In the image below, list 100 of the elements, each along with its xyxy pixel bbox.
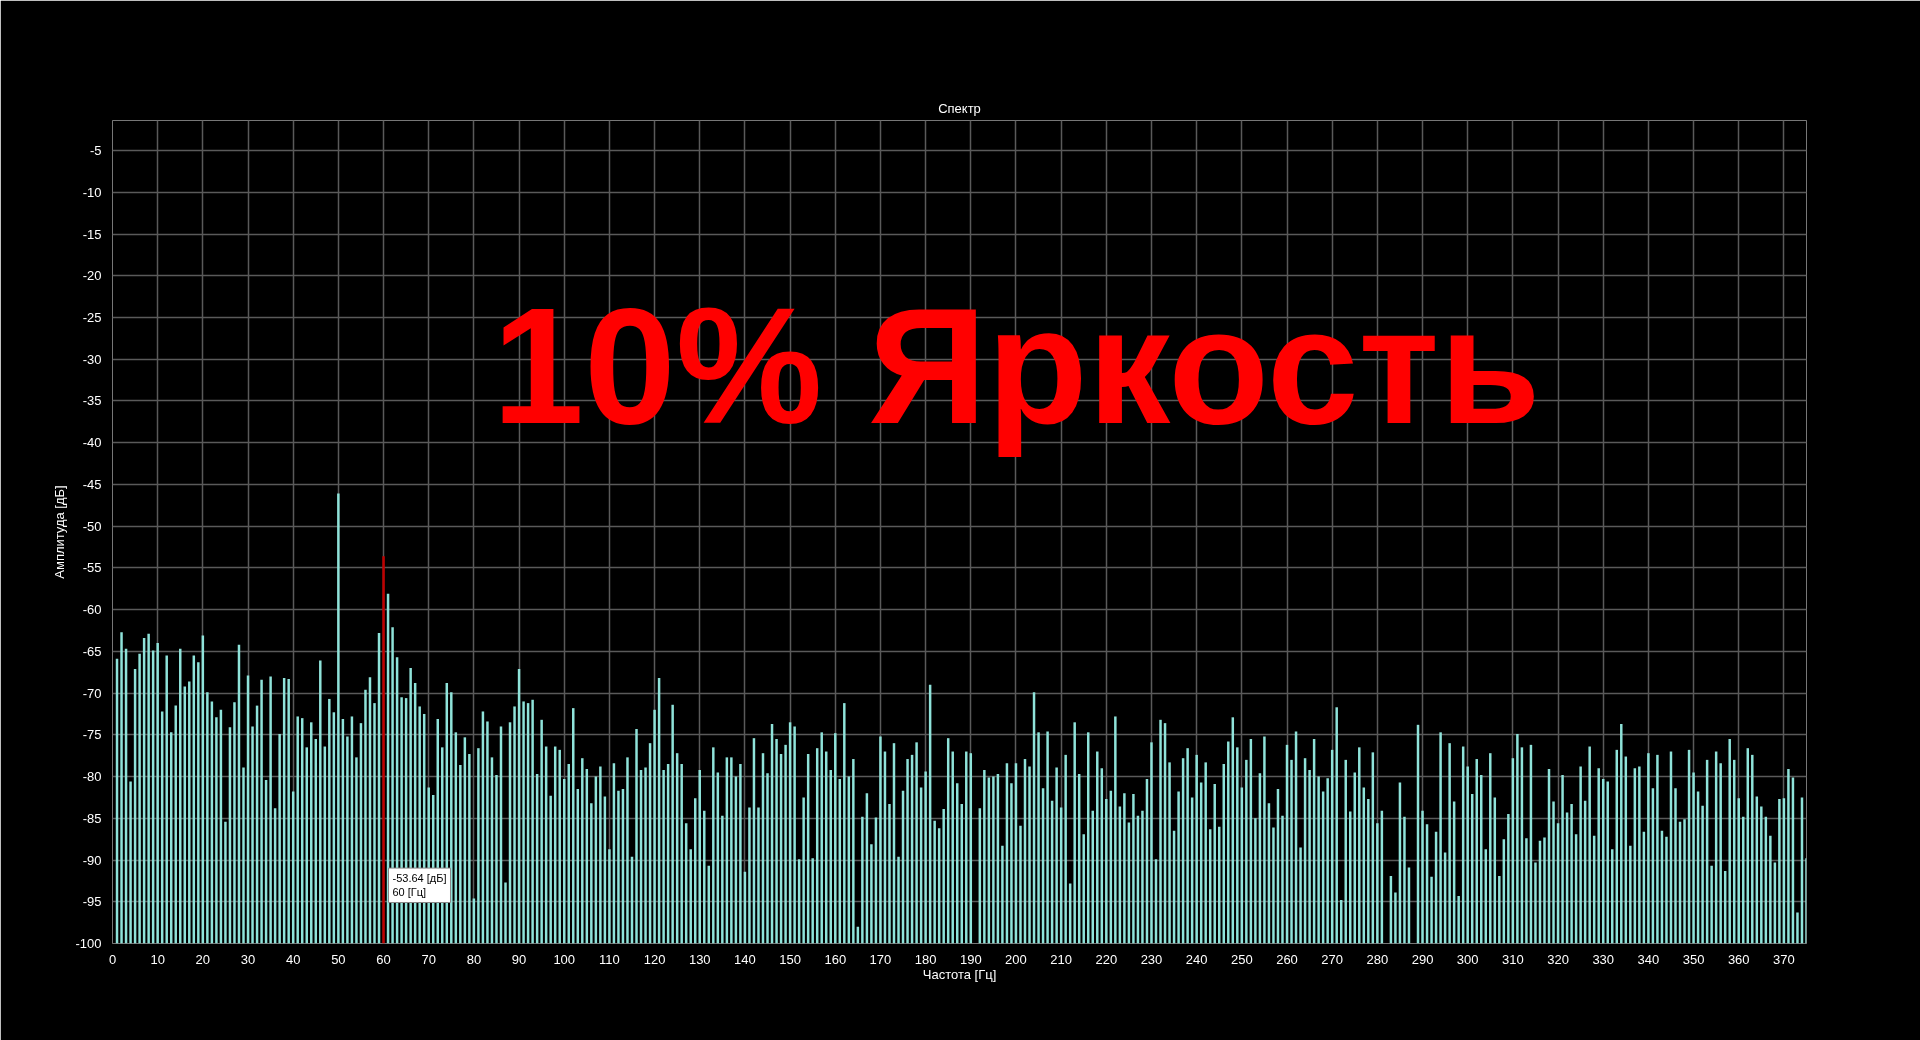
bar <box>662 769 665 944</box>
y-tick-label: -30 <box>82 351 102 367</box>
x-tick-label: 320 <box>1547 951 1569 967</box>
bar <box>1719 763 1722 944</box>
bar <box>197 662 200 944</box>
bar <box>319 660 322 944</box>
bar <box>1534 862 1537 944</box>
bar <box>1489 753 1492 944</box>
y-axis-title: Амплитуда [дБ] <box>52 485 68 579</box>
bar <box>1001 845 1004 944</box>
bar <box>861 816 864 944</box>
bar <box>915 742 918 944</box>
bar <box>802 797 805 944</box>
bar <box>635 728 638 944</box>
bar <box>834 733 837 944</box>
bar <box>1760 806 1763 944</box>
bar <box>1475 759 1478 944</box>
x-tick-label: 20 <box>195 951 211 967</box>
y-tick-label: -25 <box>82 309 102 325</box>
x-tick-label: 110 <box>599 951 620 967</box>
y-tick-label: -60 <box>82 602 102 618</box>
bar <box>793 726 796 944</box>
bar <box>1394 892 1397 944</box>
x-tick-label: 240 <box>1185 951 1208 967</box>
bar <box>653 709 656 944</box>
bar <box>933 820 936 944</box>
bar <box>450 692 453 944</box>
y-tick-label: -75 <box>82 727 102 743</box>
bar <box>843 703 846 944</box>
x-tick-label: 210 <box>1050 951 1072 967</box>
x-tick-label: 140 <box>734 951 756 967</box>
bar <box>626 757 629 944</box>
bar <box>757 807 760 944</box>
bar <box>1254 818 1257 944</box>
bar <box>346 736 349 944</box>
bar <box>522 701 525 944</box>
x-tick-label: 40 <box>285 951 301 967</box>
bar <box>1123 793 1126 944</box>
bar <box>129 781 132 944</box>
bar <box>1046 731 1049 944</box>
x-tick-label: 270 <box>1321 951 1344 967</box>
bar <box>1507 814 1510 944</box>
bar <box>1236 747 1239 944</box>
bar <box>581 758 584 944</box>
x-tick-label: 230 <box>1140 951 1163 967</box>
bar <box>1204 762 1207 944</box>
x-tick-label: 290 <box>1411 951 1434 967</box>
bar <box>852 759 855 944</box>
bar <box>278 733 281 944</box>
bar <box>1263 736 1266 944</box>
bar <box>1227 741 1230 944</box>
bar <box>784 744 787 944</box>
bar <box>1561 774 1564 944</box>
bar <box>1751 754 1754 944</box>
bar <box>549 795 552 944</box>
bar <box>1421 810 1424 944</box>
bar <box>897 856 900 944</box>
bar <box>1543 837 1546 944</box>
bar <box>712 747 715 944</box>
bar <box>188 681 191 944</box>
bar <box>138 653 141 944</box>
bar <box>531 699 534 944</box>
bar <box>1656 754 1659 944</box>
x-tick-label: 10 <box>150 951 165 967</box>
bar <box>1457 895 1460 944</box>
y-tick-label: -50 <box>82 518 102 534</box>
bar <box>1466 766 1469 944</box>
bar <box>224 821 227 944</box>
bar <box>572 708 575 944</box>
x-tick-label: 170 <box>869 951 892 967</box>
bar <box>1317 776 1320 944</box>
x-tick-label: 70 <box>421 951 436 967</box>
bar <box>992 776 995 944</box>
bar <box>1665 836 1668 944</box>
bar <box>120 632 123 944</box>
x-tick-label: 260 <box>1276 951 1298 967</box>
x-tick-label: 130 <box>688 951 711 967</box>
bar <box>1787 769 1790 944</box>
bar <box>1638 766 1641 944</box>
x-tick-label: 340 <box>1637 951 1660 967</box>
bar <box>617 790 620 944</box>
x-tick-label: 220 <box>1095 951 1118 967</box>
bar <box>1606 781 1609 944</box>
bar <box>1448 743 1451 944</box>
bar <box>1516 733 1519 944</box>
x-tick-label: 300 <box>1456 951 1479 967</box>
y-tick-label: -20 <box>82 268 102 284</box>
bar <box>1579 766 1582 944</box>
bar <box>328 698 331 944</box>
bar <box>215 717 218 944</box>
bar <box>608 849 611 944</box>
bar <box>1299 847 1302 944</box>
x-tick-label: 250 <box>1230 951 1253 967</box>
bar <box>1674 788 1677 944</box>
bar <box>721 815 724 944</box>
bar <box>1376 823 1379 944</box>
bar <box>1177 791 1180 944</box>
bar <box>1367 799 1370 944</box>
bar <box>1358 747 1361 944</box>
y-tick-label: -10 <box>82 184 102 200</box>
